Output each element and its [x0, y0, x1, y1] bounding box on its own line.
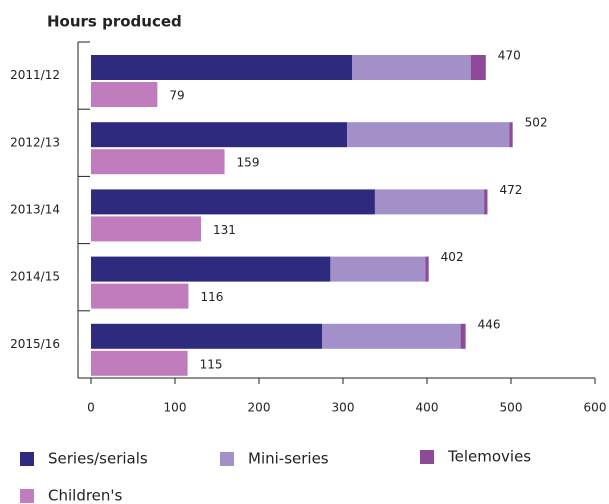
total-label: 472: [499, 183, 522, 197]
bar: [470, 55, 486, 80]
y-tick-label: 2014/15: [10, 270, 60, 284]
y-tick-label: 2011/12: [10, 68, 60, 82]
bar: [374, 189, 485, 215]
bar: [91, 350, 188, 376]
bar: [330, 256, 426, 282]
x-tick-label: 100: [164, 401, 187, 415]
bar: [91, 283, 189, 309]
total-label: 446: [478, 317, 501, 331]
legend-swatch: [20, 452, 34, 466]
bar: [91, 323, 322, 349]
bar: [91, 82, 158, 107]
legend-label: Telemovies: [447, 448, 531, 466]
x-tick-label: 500: [500, 401, 523, 415]
bar: [91, 216, 202, 242]
data-label: 79: [169, 89, 184, 103]
y-tick-label: 2012/13: [10, 135, 60, 149]
y-tick-label: 2013/14: [10, 203, 60, 217]
bar: [425, 256, 429, 282]
bar: [509, 122, 513, 148]
legend-swatch: [420, 450, 434, 464]
data-label: 116: [200, 290, 223, 304]
total-label: 402: [441, 250, 464, 264]
legend-label: Mini-series: [248, 450, 329, 468]
bar: [91, 122, 348, 148]
bar: [460, 323, 466, 349]
y-tick-label: 2015/16: [10, 337, 60, 351]
bar: [91, 189, 375, 215]
bar: [91, 149, 225, 175]
total-label: 470: [498, 49, 521, 63]
legend-label: Children's: [48, 487, 123, 504]
x-tick-label: 300: [332, 401, 355, 415]
bar: [91, 256, 331, 282]
bar: [91, 55, 353, 80]
bar: [484, 189, 488, 215]
legend-label: Series/serials: [48, 450, 148, 468]
x-tick-label: 600: [584, 401, 607, 415]
chart-title: Hours produced: [47, 13, 182, 31]
total-label: 502: [525, 116, 548, 130]
data-label: 159: [237, 156, 260, 170]
bar: [347, 122, 510, 148]
data-label: 115: [200, 357, 223, 371]
x-tick-label: 400: [416, 401, 439, 415]
bar: [322, 323, 461, 349]
legend-swatch: [220, 452, 234, 466]
x-tick-label: 0: [87, 401, 95, 415]
bar: [352, 55, 471, 80]
data-label: 131: [213, 223, 236, 237]
legend-swatch: [20, 489, 34, 503]
x-tick-label: 200: [248, 401, 271, 415]
